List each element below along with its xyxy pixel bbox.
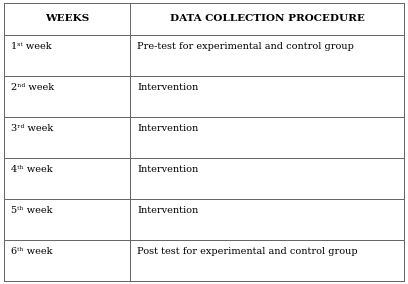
Text: 1ˢᵗ week: 1ˢᵗ week: [11, 42, 52, 51]
Text: Intervention: Intervention: [137, 83, 199, 92]
Bar: [4, 76, 130, 117]
Text: 5ᵗʰ week: 5ᵗʰ week: [11, 206, 53, 215]
Bar: [4, 117, 130, 158]
Bar: [4, 158, 130, 199]
Bar: [4, 199, 130, 240]
Text: Pre-test for experimental and control group: Pre-test for experimental and control gr…: [137, 42, 354, 51]
Bar: [130, 117, 404, 158]
Text: DATA COLLECTION PROCEDURE: DATA COLLECTION PROCEDURE: [170, 14, 364, 23]
Text: WEEKS: WEEKS: [45, 14, 89, 23]
Text: 3ʳᵈ week: 3ʳᵈ week: [11, 124, 54, 133]
Bar: [4, 35, 130, 76]
Text: Intervention: Intervention: [137, 165, 199, 174]
Bar: [130, 199, 404, 240]
Bar: [130, 35, 404, 76]
Bar: [130, 76, 404, 117]
Text: Intervention: Intervention: [137, 206, 199, 215]
Bar: [130, 240, 404, 281]
Text: Post test for experimental and control group: Post test for experimental and control g…: [137, 247, 358, 256]
Text: 2ⁿᵈ week: 2ⁿᵈ week: [11, 83, 55, 92]
Bar: [4, 240, 130, 281]
Text: 6ᵗʰ week: 6ᵗʰ week: [11, 247, 53, 256]
Bar: [4, 3, 404, 35]
Text: 4ᵗʰ week: 4ᵗʰ week: [11, 165, 53, 174]
Text: Intervention: Intervention: [137, 124, 199, 133]
Bar: [130, 158, 404, 199]
